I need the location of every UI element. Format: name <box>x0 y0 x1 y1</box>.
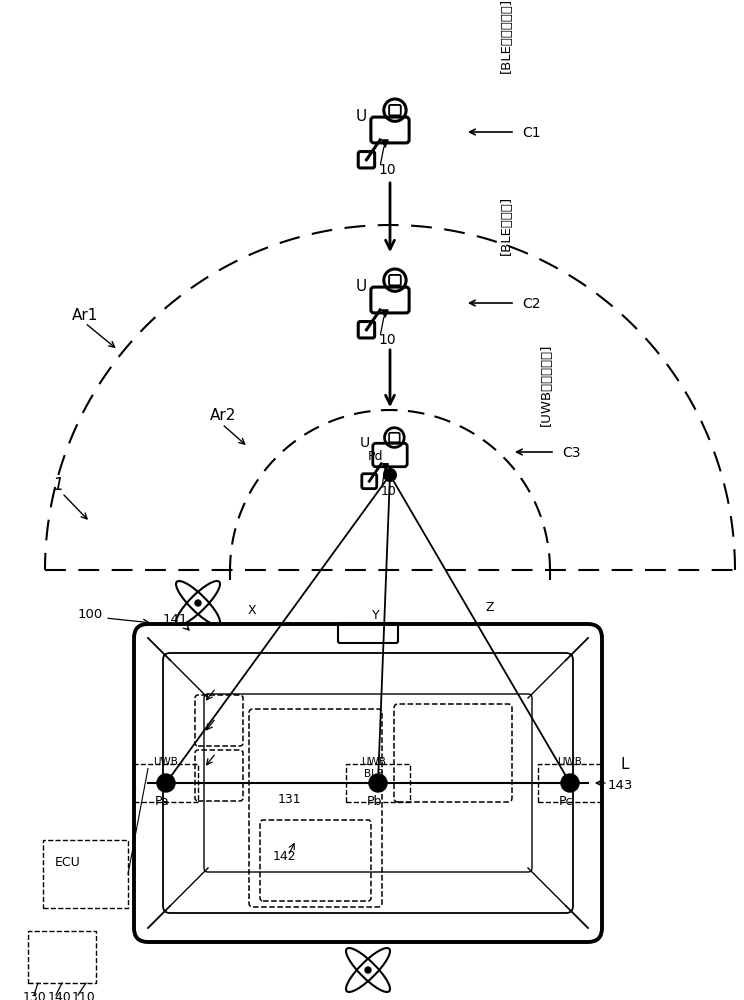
Text: 10: 10 <box>380 485 397 498</box>
Bar <box>28 931 96 983</box>
Text: 1: 1 <box>52 476 63 494</box>
Bar <box>134 764 198 802</box>
Text: U: U <box>360 436 370 450</box>
Text: C2: C2 <box>522 297 540 311</box>
Polygon shape <box>382 140 388 147</box>
Polygon shape <box>383 464 388 470</box>
Text: Pd: Pd <box>368 450 383 463</box>
Text: Pb: Pb <box>366 795 382 808</box>
Bar <box>43 840 128 908</box>
Text: 142: 142 <box>273 850 297 863</box>
Text: Pa: Pa <box>155 795 170 808</box>
Text: 141: 141 <box>163 613 188 626</box>
Text: UWB: UWB <box>153 757 179 767</box>
Text: Pc: Pc <box>559 795 573 808</box>
Text: Ar2: Ar2 <box>210 408 237 423</box>
Text: C1: C1 <box>522 126 541 140</box>
Circle shape <box>195 600 201 606</box>
Text: Ar1: Ar1 <box>72 308 98 323</box>
Text: U: U <box>356 279 367 294</box>
Circle shape <box>157 774 175 792</box>
Text: 10: 10 <box>379 333 396 347</box>
Text: L: L <box>620 757 629 772</box>
Circle shape <box>369 774 387 792</box>
Text: 130: 130 <box>23 991 47 1000</box>
Text: X: X <box>248 604 257 617</box>
Text: ECU: ECU <box>55 856 81 869</box>
Text: UWB: UWB <box>362 757 386 767</box>
Text: 131: 131 <box>278 793 301 806</box>
Text: [BLE：連接]: [BLE：連接] <box>500 195 513 255</box>
Text: [UWB：位置測定]: [UWB：位置測定] <box>540 344 553 426</box>
Circle shape <box>384 469 397 481</box>
Bar <box>538 764 602 802</box>
Text: [BLE：連接解除]: [BLE：連接解除] <box>500 0 513 73</box>
Text: U: U <box>356 109 367 124</box>
Text: 140: 140 <box>48 991 71 1000</box>
Text: 10: 10 <box>379 163 396 177</box>
Text: 100: 100 <box>78 608 103 621</box>
Polygon shape <box>382 310 388 317</box>
Bar <box>346 764 410 802</box>
Circle shape <box>561 774 579 792</box>
Circle shape <box>365 967 371 973</box>
Text: Y: Y <box>372 609 379 622</box>
Text: C3: C3 <box>562 446 580 460</box>
Text: Z: Z <box>485 601 493 614</box>
Text: UWB: UWB <box>557 757 583 767</box>
Text: 143: 143 <box>608 779 633 792</box>
Text: 110: 110 <box>72 991 96 1000</box>
Text: BLE: BLE <box>365 769 384 779</box>
